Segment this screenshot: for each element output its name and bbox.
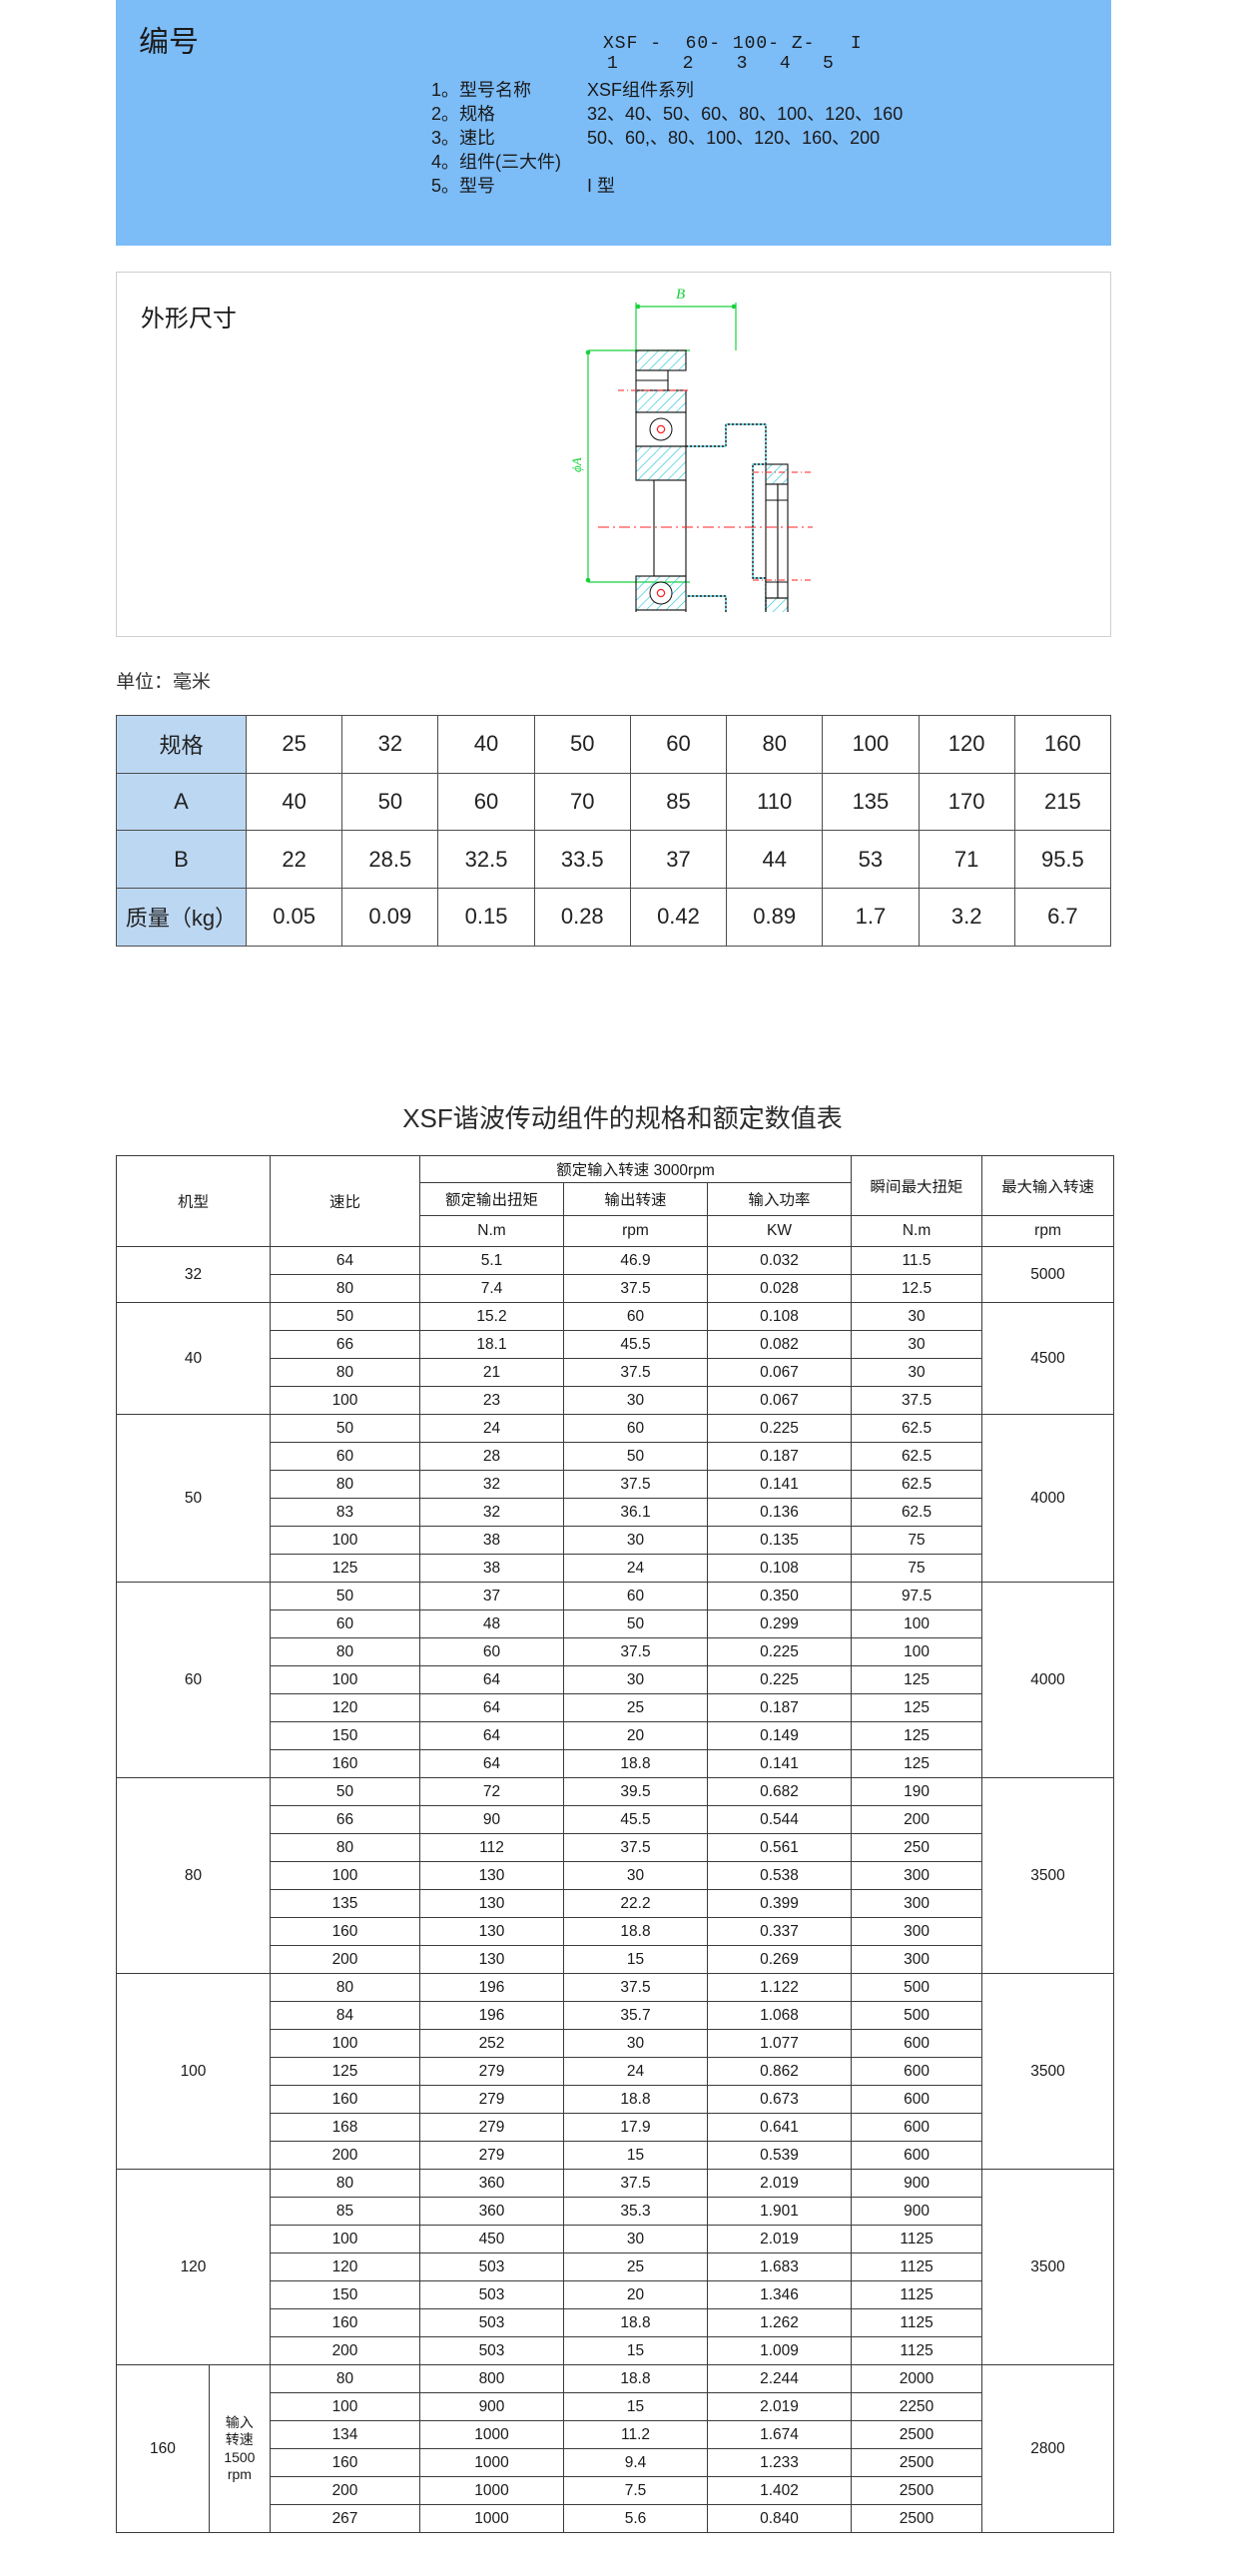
svg-text:ϕA: ϕA [569,457,584,472]
svg-text:B: B [676,287,685,303]
